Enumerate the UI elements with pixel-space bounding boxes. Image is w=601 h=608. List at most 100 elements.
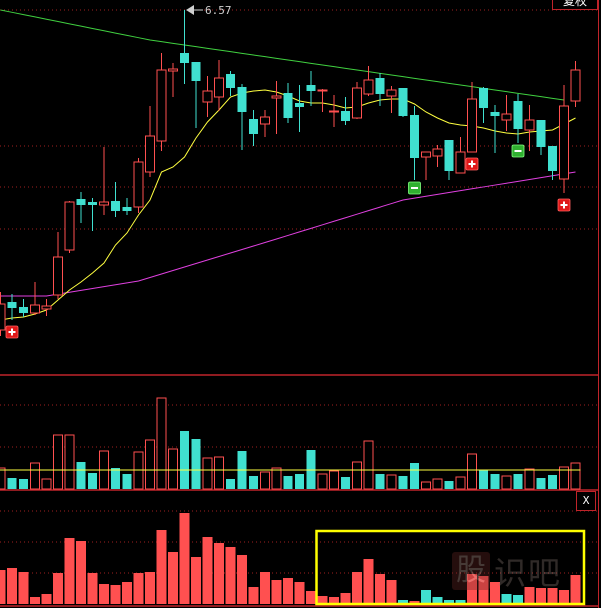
volume-bar xyxy=(548,475,557,489)
indicator-bar xyxy=(409,601,420,604)
candle-body xyxy=(111,201,120,211)
candle xyxy=(191,62,201,128)
volume-bar xyxy=(570,462,581,490)
max-high-marker: 6.57 xyxy=(186,4,232,17)
volume-bar xyxy=(536,478,546,489)
candle xyxy=(53,232,63,299)
candle-body xyxy=(501,113,512,121)
close-indicator-button[interactable]: X xyxy=(576,491,596,511)
candle-body xyxy=(30,304,40,314)
indicator-bar xyxy=(237,555,247,604)
volume-bar xyxy=(156,397,167,490)
volume-bar xyxy=(122,474,132,489)
candle xyxy=(375,73,385,106)
candle-body xyxy=(271,95,282,99)
candle xyxy=(317,89,328,112)
volume-bar xyxy=(329,470,339,490)
candle xyxy=(570,61,581,107)
volume-bar xyxy=(467,453,477,490)
indicator-bar xyxy=(145,572,155,604)
volume-bar xyxy=(341,477,350,489)
candle-body xyxy=(559,105,569,180)
candle-body xyxy=(341,111,350,121)
volume-bar xyxy=(455,476,466,490)
candle xyxy=(524,105,535,151)
candle xyxy=(306,71,316,106)
volume-bar xyxy=(386,474,397,490)
indicator-bar xyxy=(455,600,466,604)
sell-signal-icon xyxy=(408,181,421,195)
candle-body xyxy=(329,110,339,113)
max-high-label: 6.57 xyxy=(205,4,232,17)
volume-bars xyxy=(0,397,581,490)
volume-bar xyxy=(76,462,86,489)
candle xyxy=(513,94,523,143)
candle-body xyxy=(7,302,17,308)
indicator-lines xyxy=(0,9,576,321)
candle-body xyxy=(467,98,477,153)
indicator-bar xyxy=(375,574,385,604)
candle-body xyxy=(363,79,374,95)
candle-body xyxy=(398,88,408,116)
volume-bar xyxy=(398,476,408,489)
indicator-bar xyxy=(363,559,374,604)
candle-body xyxy=(306,85,316,91)
candle-body xyxy=(180,53,189,63)
indicator-bar xyxy=(352,572,362,604)
indicator-bar xyxy=(110,585,121,604)
candle xyxy=(421,151,431,180)
volume-bar xyxy=(249,476,258,489)
indicator-bar xyxy=(18,572,29,604)
indicator-bar xyxy=(248,587,259,604)
volume-bar xyxy=(88,473,97,489)
buy-signal-icon xyxy=(557,198,571,212)
volume-bar xyxy=(501,475,512,490)
candle xyxy=(214,60,224,111)
candle xyxy=(76,192,86,223)
candle-body xyxy=(283,93,293,118)
indicator-bar xyxy=(202,537,213,604)
indicator-bar xyxy=(156,530,167,604)
indicator-bar xyxy=(64,538,75,604)
candle xyxy=(341,97,350,125)
indicator-bar xyxy=(386,580,397,604)
volume-bar xyxy=(53,434,63,490)
volume-bar xyxy=(375,474,385,489)
volume-bar xyxy=(0,467,6,490)
trend-line xyxy=(0,9,565,101)
candle xyxy=(202,76,213,117)
candle-body xyxy=(386,89,397,97)
candle xyxy=(64,201,75,253)
volume-bar xyxy=(7,478,17,489)
candle xyxy=(19,299,28,317)
candle-body xyxy=(421,151,431,158)
candle xyxy=(410,106,419,180)
indicator-bar xyxy=(340,593,351,604)
candle-body xyxy=(375,78,385,94)
volume-bar xyxy=(214,456,224,490)
candle-body xyxy=(214,77,224,98)
volume-bar xyxy=(41,478,52,490)
volume-bar xyxy=(513,474,523,489)
signals xyxy=(5,144,571,339)
candle-body xyxy=(202,90,213,103)
indicator-bar xyxy=(536,588,546,604)
candle-body xyxy=(19,307,28,313)
volume-bar xyxy=(410,463,419,489)
candle xyxy=(559,85,569,193)
candles xyxy=(0,10,581,336)
candle-body xyxy=(64,201,75,251)
candle-body xyxy=(513,101,523,129)
restore-rights-button[interactable]: 复权 xyxy=(552,0,598,10)
indicator-bar xyxy=(283,578,293,604)
volume-bar xyxy=(524,468,535,490)
candle xyxy=(271,81,282,134)
candle xyxy=(283,83,293,123)
candle-body xyxy=(237,87,247,112)
indicator-bar xyxy=(0,570,6,604)
indicator-bar xyxy=(306,591,316,604)
candle-body xyxy=(133,161,144,208)
volume-bar xyxy=(260,471,270,490)
buy-signal-icon xyxy=(465,157,479,171)
